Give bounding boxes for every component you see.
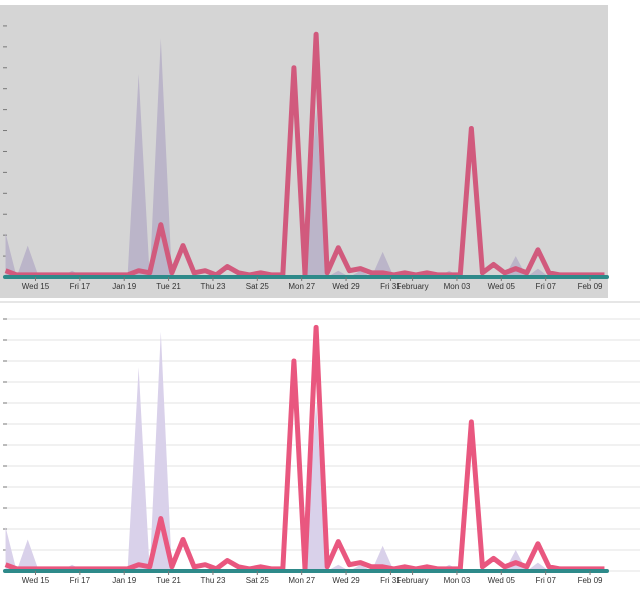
x-tick-label: Jan 19 bbox=[112, 282, 137, 291]
x-tick-label: Tue 21 bbox=[156, 576, 181, 585]
x-tick-label: Wed 29 bbox=[332, 282, 360, 291]
x-tick-label: Mon 03 bbox=[444, 282, 471, 291]
x-tick-label: Fri 17 bbox=[70, 282, 91, 291]
line bbox=[4, 324, 605, 572]
x-tick-label: Wed 05 bbox=[488, 576, 516, 585]
x-tick-label: Thu 23 bbox=[200, 576, 225, 585]
x-tick-label: Wed 29 bbox=[332, 576, 360, 585]
area bbox=[5, 331, 605, 571]
x-tick-label: Mon 27 bbox=[288, 576, 315, 585]
area bbox=[5, 38, 605, 277]
x-tick-label: Fri 07 bbox=[535, 282, 556, 291]
x-tick-label: Feb 09 bbox=[578, 576, 603, 585]
x-tick-label: Fri 17 bbox=[70, 576, 91, 585]
x-tick-label: Fri 07 bbox=[535, 576, 556, 585]
x-tick-label: Sat 25 bbox=[246, 576, 270, 585]
x-tick-label: Feb 09 bbox=[578, 282, 603, 291]
x-tick-label: Mon 03 bbox=[444, 576, 471, 585]
x-tick-label: Wed 15 bbox=[22, 576, 50, 585]
x-tick-label: February bbox=[397, 576, 429, 585]
line bbox=[4, 31, 605, 278]
x-tick-label: Jan 19 bbox=[112, 576, 137, 585]
x-tick-label: Tue 21 bbox=[156, 282, 181, 291]
x-tick-label: Fri 31 bbox=[380, 576, 401, 585]
x-tick-label: Fri 31 bbox=[380, 282, 401, 291]
x-tick-label: Wed 05 bbox=[488, 282, 516, 291]
x-tick-label: February bbox=[397, 282, 429, 291]
x-tick-label: Wed 15 bbox=[22, 282, 50, 291]
x-tick-label: Thu 23 bbox=[200, 282, 225, 291]
x-tick-label: Mon 27 bbox=[288, 282, 315, 291]
x-tick-label: Sat 25 bbox=[246, 282, 270, 291]
